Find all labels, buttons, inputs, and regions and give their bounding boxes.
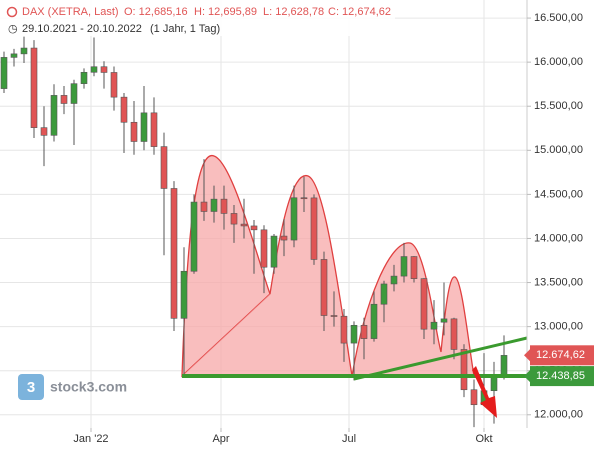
header-low: L: 12,628,78 bbox=[263, 6, 324, 18]
candle-body bbox=[260, 229, 268, 268]
candle-body bbox=[290, 197, 298, 241]
candle-body bbox=[90, 66, 98, 73]
y-tick-label: 14.000,00 bbox=[534, 232, 583, 244]
candle-body bbox=[500, 355, 508, 377]
logo bbox=[18, 374, 44, 400]
candle-body bbox=[100, 66, 108, 73]
candle-body bbox=[50, 95, 58, 136]
header-title: DAX (XETRA, Last) bbox=[22, 6, 119, 18]
price-tag-label: 12.438,85 bbox=[536, 370, 585, 382]
y-tick-label: 16.500,00 bbox=[534, 12, 583, 24]
candle-body bbox=[270, 235, 278, 268]
price-tag bbox=[530, 366, 594, 387]
candle-body bbox=[430, 321, 438, 330]
y-tick-label: 16.000,00 bbox=[534, 56, 583, 68]
candle-body bbox=[220, 198, 228, 214]
candle-body bbox=[40, 127, 48, 136]
period: (1 Jahr, 1 Tag) bbox=[150, 23, 220, 35]
candle-body bbox=[450, 318, 458, 350]
head-outline bbox=[269, 175, 353, 377]
candle-body bbox=[160, 146, 168, 189]
candle-body bbox=[230, 213, 238, 225]
candle-body bbox=[400, 256, 408, 277]
clock-icon: ◷ bbox=[8, 23, 18, 35]
candle-body bbox=[0, 57, 8, 89]
candle-body bbox=[420, 278, 428, 330]
candle-body bbox=[340, 315, 348, 344]
candle-body bbox=[120, 96, 128, 123]
candle-body bbox=[70, 83, 78, 104]
price-tag-pointer bbox=[524, 349, 530, 362]
x-tick-label: Apr bbox=[212, 433, 229, 445]
watermark: 3 stock3.com bbox=[18, 374, 127, 400]
down-arrow bbox=[472, 366, 497, 418]
candle-body bbox=[490, 375, 498, 392]
pattern-shapes bbox=[181, 154, 475, 378]
candle-body bbox=[390, 275, 398, 285]
logo-glyph: 3 bbox=[27, 379, 35, 396]
candle-body bbox=[10, 53, 18, 58]
header-close: C: 12,674,62 bbox=[328, 6, 391, 18]
y-tick-label: 15.000,00 bbox=[534, 144, 583, 156]
trendline bbox=[353, 336, 528, 381]
candle-body bbox=[310, 197, 318, 260]
header-high: H: 12,695,89 bbox=[194, 6, 257, 18]
candle-body bbox=[20, 47, 28, 55]
right-shoulder bbox=[351, 242, 475, 377]
candle-body bbox=[200, 201, 208, 212]
candle-body bbox=[140, 112, 148, 142]
watermark-text: stock3.com bbox=[50, 379, 127, 395]
y-tick-label: 12.000,00 bbox=[534, 409, 583, 421]
candle-body bbox=[440, 318, 448, 323]
candle-body bbox=[380, 283, 388, 305]
candle-body bbox=[30, 47, 38, 128]
candle-body bbox=[240, 223, 248, 227]
candle-body bbox=[110, 72, 118, 98]
y-tick-label: 13.500,00 bbox=[534, 276, 583, 288]
candle-body bbox=[210, 198, 218, 212]
header-bg bbox=[0, 0, 395, 36]
candle-body bbox=[130, 121, 138, 142]
candle-body bbox=[470, 389, 478, 406]
price-tag-pointer bbox=[524, 370, 530, 383]
candle-body bbox=[150, 112, 158, 147]
candle-body bbox=[360, 324, 368, 339]
y-tick-label: 15.500,00 bbox=[534, 100, 583, 112]
candle-body bbox=[330, 315, 338, 317]
candle-body bbox=[250, 225, 258, 231]
date-range: 29.10.2021 - 20.10.2022 bbox=[22, 23, 142, 35]
candle-body bbox=[60, 95, 68, 104]
x-tick-label: Jan '22 bbox=[73, 433, 108, 445]
head-area bbox=[182, 175, 352, 376]
y-tick-label: 13.000,00 bbox=[534, 321, 583, 333]
candle-body bbox=[180, 270, 188, 319]
status-icon bbox=[6, 6, 18, 18]
candle-body bbox=[80, 71, 88, 84]
header-open: O: 12,685,16 bbox=[124, 6, 188, 18]
candle-body bbox=[190, 201, 198, 272]
candle-body bbox=[170, 188, 178, 319]
x-tick-label: Okt bbox=[475, 433, 492, 445]
candle-body bbox=[300, 197, 308, 200]
candle-body bbox=[320, 259, 328, 316]
price-tag-label: 12.674,62 bbox=[536, 349, 585, 361]
x-tick-label: Jul bbox=[342, 433, 356, 445]
candle-body bbox=[350, 324, 358, 344]
candles bbox=[0, 36, 508, 428]
candle-body bbox=[410, 256, 418, 279]
candle-body bbox=[460, 349, 468, 391]
candle-body bbox=[280, 235, 288, 241]
candle-body bbox=[370, 303, 378, 339]
y-tick-label: 14.500,00 bbox=[534, 188, 583, 200]
price-tag bbox=[530, 345, 594, 366]
